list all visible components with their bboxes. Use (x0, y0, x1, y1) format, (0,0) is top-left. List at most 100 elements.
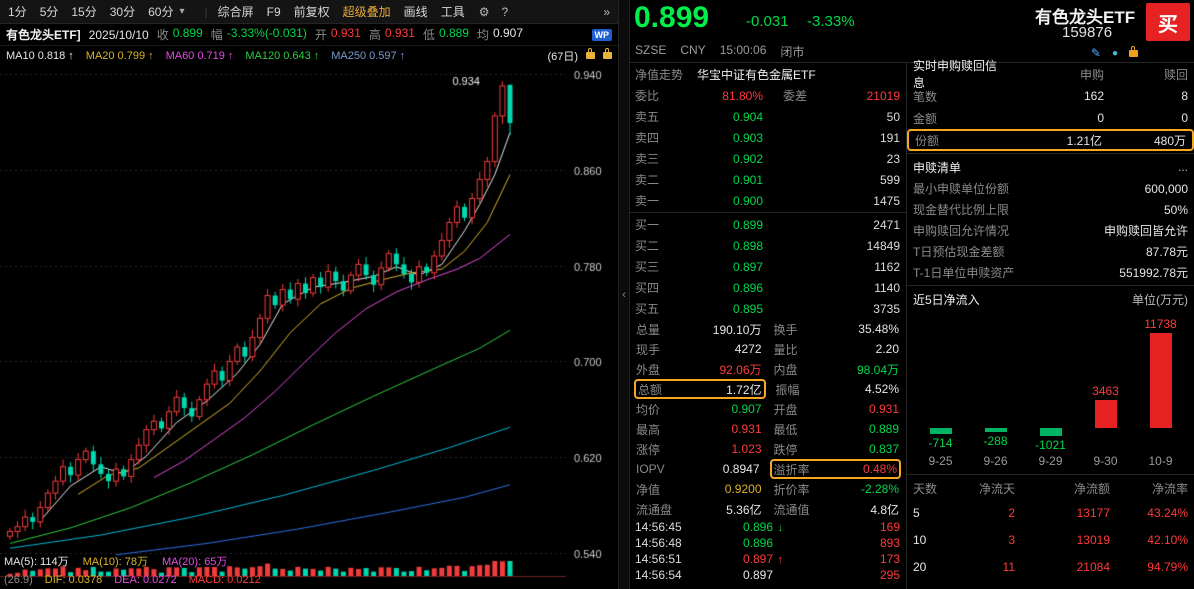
period-tab[interactable]: 15分 (71, 5, 97, 19)
toolbar-menu-item[interactable]: 工具 (440, 5, 465, 19)
ohlc-field: 幅 -3.33%(-0.031) (210, 26, 307, 42)
ohlc-field: 开 0.931 (314, 26, 361, 42)
clearing-row: T日预估现金差额 87.78元 (913, 245, 1188, 259)
volume-ma-label: MA(20): 65万 (162, 556, 228, 568)
price-change-pct: -3.33% (807, 13, 855, 30)
buy-button[interactable]: 买 (1146, 3, 1190, 41)
edit-icon[interactable]: ✎ (1090, 46, 1101, 60)
period-tab[interactable]: 60分 (148, 5, 174, 19)
subscription-column: 实时申购赎回信息 申购 赎回 笔数 162 8 金额 0 0 (906, 59, 1194, 589)
fund-name-link[interactable]: 华宝中证有色金属ETF (697, 67, 816, 82)
inflow-value-label: -1021 (1035, 438, 1066, 453)
redeem-column-header: 赎回 (1163, 67, 1188, 82)
ma-value-label: MA60 0.719 ↑ (165, 49, 234, 62)
chart-date: 2025/10/10 (88, 27, 149, 42)
macd-indicator-row: (26.9) DIF: 0.0378 DEA: 0.0272 MACD: 0.0212 (4, 574, 261, 586)
section-divider (907, 474, 1194, 475)
macd-value-label: DIF: 0.0378 (44, 574, 103, 586)
ask-row[interactable]: 卖四 0.903 191 (635, 130, 900, 146)
wp-badge[interactable]: WP (591, 28, 612, 41)
inflow-value-label: -288 (983, 434, 1008, 448)
stats-row: 均价 0.907 开盘 0.931 (636, 402, 899, 417)
section-divider (907, 285, 1194, 286)
stats-row: 涨停 1.023 跌停 0.837 (636, 442, 899, 457)
toolbar-menu-item[interactable]: 画线 (403, 5, 428, 19)
stats-row: 流通盘 5.36亿 流通值 4.8亿 (636, 502, 899, 517)
stats-row: IOPV 0.8947 溢折率 0.48% (629, 459, 906, 479)
chart-info-bar: 有色龙头ETF] 2025/10/10 收 0.899 幅 -3.33%(-0.031… (0, 24, 618, 46)
flow-table-row: 20 11 21084 94.79% (913, 559, 1188, 574)
quote-panel: 0.899 -0.031 -3.33% 有色龙头ETF 159876 买 SZS… (629, 0, 1194, 589)
macd-value-label: DEA: 0.0272 (114, 574, 177, 586)
gear-icon[interactable]: ⚙ (478, 4, 490, 19)
currency-label: CNY (680, 43, 706, 57)
weicha-value: 21019 (866, 88, 900, 103)
ask-row[interactable]: 卖五 0.904 50 (635, 109, 900, 125)
macd-value-label: MACD: 0.0212 (188, 574, 261, 586)
bid-row[interactable]: 买三 0.897 1162 (635, 259, 900, 275)
toolbar-menu-item[interactable]: 前复权 (293, 5, 330, 19)
tick-row: 14:56:54 0.897 295 (635, 568, 900, 582)
inflow-bar (1039, 428, 1062, 437)
inflow-value-label: -714 (928, 435, 953, 450)
clearing-list-title: 申赎清单 (913, 160, 962, 175)
bid-row[interactable]: 买一 0.899 2471 (635, 217, 900, 233)
inflow-date-label: 9-25 (928, 454, 953, 468)
subscription-row: 笔数 162 8 (913, 89, 1188, 104)
order-book-column: 净值走势 华宝中证有色金属ETF 委比 81.80% 委差 21019 卖五 0… (629, 63, 906, 589)
period-tab[interactable]: 30分 (109, 5, 136, 19)
bid-row[interactable]: 买五 0.895 3735 (635, 301, 900, 317)
inflow-bar (984, 428, 1007, 432)
ask-row[interactable]: 卖一 0.900 1475 (635, 193, 900, 209)
monitor-icon[interactable]: ● (1111, 47, 1118, 59)
period-tab[interactable]: 1分 (8, 5, 27, 19)
toolbar-menu-item[interactable]: 综合屏 (217, 5, 254, 19)
toolbar-more-icon[interactable]: » (603, 4, 610, 19)
chart-panel: 1分 5分 15分 30分 60分 ▾ | 综合屏 F9 前复权 超级叠加 画线 工具 ⚙ ? »… (0, 0, 618, 589)
ma-indicator-bar: MA10 0.818 ↑ MA20 0.799 ↑ MA60 0.719 ↑ MA120 0.643… (0, 46, 618, 65)
period-count-label: (67日) (547, 50, 578, 63)
stats-row: 外盘 92.06万 内盘 98.04万 (636, 362, 899, 377)
chart-symbol-name: 有色龙头ETF] (6, 28, 81, 42)
security-name: 有色龙头ETF (1035, 8, 1136, 27)
order-book-divider (629, 212, 906, 213)
lock-icon[interactable] (1129, 45, 1138, 57)
bid-row[interactable]: 买四 0.896 1140 (635, 280, 900, 296)
stats-row: 最高 0.931 最低 0.889 (636, 422, 899, 437)
scale-lock-icon[interactable] (586, 48, 595, 59)
exchange-label: SZSE (635, 43, 667, 57)
clearing-row: 现金替代比例上限 50% (913, 202, 1188, 218)
toolbar-menu-item[interactable]: 超级叠加 (342, 5, 391, 19)
scale-lock-icon[interactable] (603, 48, 612, 59)
period-tab[interactable]: 5分 (39, 5, 59, 19)
period-dropdown-caret[interactable]: ▾ (179, 6, 185, 17)
kline-chart[interactable] (0, 63, 618, 589)
nav-trend-tab[interactable]: 净值走势 (635, 67, 684, 82)
last-price: 0.899 (634, 1, 710, 34)
security-code: 159876 (1062, 24, 1113, 41)
toolbar-menu-item[interactable]: F9 (266, 4, 281, 19)
help-icon[interactable]: ? (501, 4, 509, 19)
panel-splitter[interactable]: ‹ (618, 0, 630, 589)
quote-header: 0.899 -0.031 -3.33% 有色龙头ETF 159876 买 SZS… (629, 0, 1194, 63)
volume-ma-label: MA(5): 114万 (4, 556, 69, 568)
ask-row[interactable]: 卖二 0.901 599 (635, 172, 900, 188)
toolbar-separator: | (204, 4, 208, 19)
bid-row[interactable]: 买二 0.898 14849 (635, 238, 900, 254)
subscription-row: 份额 1.21亿 480万 (907, 129, 1194, 151)
ma-value-label: MA20 0.799 ↑ (85, 49, 154, 62)
quote-time: 15:00:06 (719, 43, 767, 57)
clearing-row: 申购赎回允许情况 申购赎回皆允许 (913, 224, 1188, 238)
tick-row: 14:56:51 0.897 ↑ 173 (635, 552, 900, 566)
more-icon[interactable]: ... (1177, 160, 1188, 174)
flow-table-header: 天数 净流天 净流额 净流率 (913, 481, 1188, 496)
stats-row: 总额 1.72亿 振幅 4.52% (629, 379, 906, 399)
volume-ma-label: MA(10): 78万 (82, 556, 149, 568)
inflow-date-label: 9-30 (1093, 454, 1118, 468)
weibi-value: 81.80% (722, 88, 763, 103)
collapse-arrow-icon[interactable]: ‹ (622, 288, 626, 301)
macd-value-label: (26.9) (4, 574, 33, 586)
ask-row[interactable]: 卖三 0.902 23 (635, 151, 900, 167)
ohlc-field: 高 0.931 (368, 26, 415, 42)
